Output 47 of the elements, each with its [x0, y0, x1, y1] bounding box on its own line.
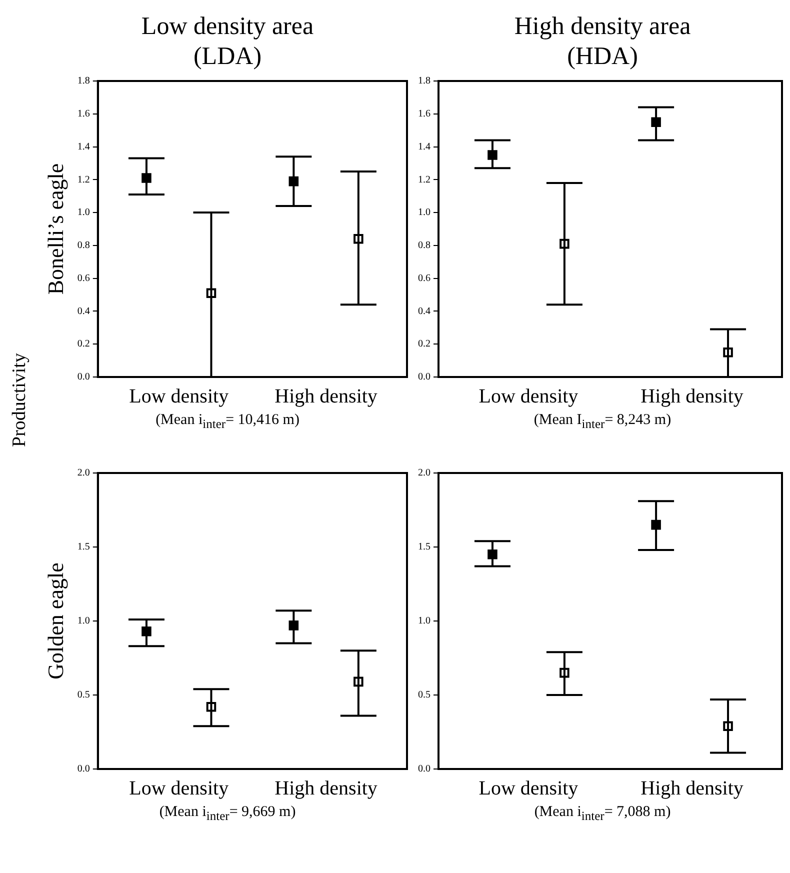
x-tick-label: High density: [640, 385, 744, 408]
y-tick-label: 0.6: [418, 272, 430, 284]
x-tick-label: High density: [640, 777, 744, 800]
y-tick-label: 1.5: [77, 542, 90, 553]
y-tick-label: 1.6: [77, 108, 90, 120]
y-tick-label: 1.8: [418, 76, 430, 87]
x-tick-label: High density: [274, 777, 378, 800]
x-tick-label: Low density: [129, 777, 229, 800]
text: Productivity: [9, 353, 31, 447]
y-tick-label: 0.8: [77, 240, 90, 252]
y-tick-label: 0.0: [418, 764, 430, 775]
y-tick-label: 0.5: [77, 690, 90, 701]
y-axis-title: Bonelli’s eagle: [42, 163, 68, 295]
y-tick-label: 1.8: [77, 76, 90, 87]
y-tick-label: 0.4: [77, 306, 90, 317]
y-tick-label: 0.6: [77, 272, 90, 284]
y-tick-label: 2.0: [418, 468, 430, 479]
chart-title: Low density area (LDA): [140, 12, 315, 72]
x-tick-label: Low density: [129, 385, 229, 408]
y-tick-label: 1.2: [77, 174, 90, 186]
y-tick-label: 0.0: [77, 764, 90, 775]
y-tick-label: 1.4: [77, 141, 90, 152]
y-tick-label: 1.2: [418, 174, 430, 186]
x-tick-label: Low density: [478, 385, 578, 408]
y-tick-label: 1.6: [418, 108, 430, 120]
y-tick-label: 0.4: [418, 306, 430, 317]
x-axis-title: (Mean I$_{inter}$= 8,243 m): [534, 412, 672, 433]
y-tick-label: 1.0: [77, 207, 90, 218]
y-tick-label: 2.0: [77, 468, 90, 479]
y-tick-label: 1.0: [77, 616, 90, 627]
y-tick-label: 1.0: [418, 207, 430, 218]
y-tick-label: 1.0: [418, 616, 430, 627]
y-tick-label: 0.5: [418, 690, 430, 701]
y-tick-label: 0.0: [77, 372, 90, 383]
y-axis-title: Golden eagle: [42, 562, 68, 680]
y-tick-label: 0.8: [418, 240, 430, 252]
x-axis-title: (Mean i$_{inter}$= 7,088 m): [534, 804, 671, 825]
y-tick-label: 1.5: [418, 542, 430, 553]
x-axis-title: (Mean i$_{inter}$= 9,669 m): [159, 804, 296, 825]
y-tick-label: 1.4: [418, 141, 430, 152]
y-tick-label: 0.2: [418, 338, 430, 350]
x-tick-label: Low density: [478, 777, 578, 800]
chart-title: High density area (HDA): [513, 12, 692, 72]
y-tick-label: 0.0: [418, 372, 430, 383]
x-tick-label: High density: [274, 385, 378, 408]
x-axis-title: (Mean i$_{inter}$= 10,416 m): [156, 412, 300, 433]
y-tick-label: 0.2: [77, 338, 90, 350]
